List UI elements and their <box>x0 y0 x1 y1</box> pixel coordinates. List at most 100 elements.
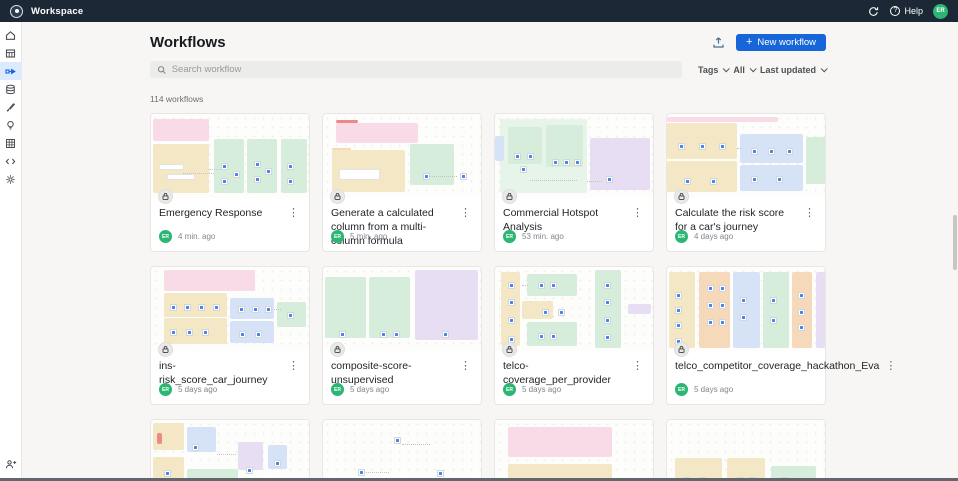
kebab-menu-icon[interactable]: ⋮ <box>885 360 897 372</box>
chevron-down-icon <box>749 65 757 73</box>
thumb-node <box>392 330 400 338</box>
thumb-node <box>674 292 682 300</box>
toolbar: Tags All Last updated <box>150 61 828 78</box>
sidebar-item-workflows[interactable] <box>0 62 22 80</box>
owner-avatar: ER <box>675 230 688 243</box>
sidebar-item-tools[interactable] <box>0 98 22 116</box>
thumb-node <box>750 148 758 156</box>
thumb-node <box>422 172 430 180</box>
table-icon <box>5 48 16 58</box>
thumb-block <box>739 134 803 163</box>
topbar: Workspace ? Help ER <box>0 0 958 22</box>
invite-user-button[interactable] <box>0 455 22 473</box>
sync-icon[interactable] <box>867 5 880 18</box>
thumb-block <box>237 441 264 471</box>
sidebar-item-apps[interactable] <box>0 134 22 152</box>
thumb-connector <box>529 179 578 181</box>
thumb-node <box>169 329 177 337</box>
kebab-menu-icon[interactable]: ⋮ <box>460 207 471 219</box>
workflow-card[interactable]: Generate a calculated column from a mult… <box>322 113 482 252</box>
lock-icon <box>158 189 173 204</box>
sidebar-item-admin[interactable] <box>0 170 22 188</box>
workflow-card[interactable]: Commercial Hotspot Analysis ⋮ ER 53 min.… <box>494 113 654 252</box>
sidebar-item-home[interactable] <box>0 26 22 44</box>
lock-icon <box>502 342 517 357</box>
page-header: Workflows + New workflow <box>150 34 826 51</box>
owner-avatar: ER <box>675 383 688 396</box>
kebab-menu-icon[interactable]: ⋮ <box>460 360 471 372</box>
add-user-icon <box>5 459 17 468</box>
workflow-card[interactable]: Calculate the risk score for a car's jou… <box>666 113 826 252</box>
thumb-block <box>280 139 308 193</box>
thumb-block <box>158 164 185 171</box>
kebab-menu-icon[interactable]: ⋮ <box>804 207 815 219</box>
thumb-node <box>185 329 193 337</box>
workflow-card[interactable]: telco_competitor_coverage_hackathon_Eva … <box>666 266 896 405</box>
workflow-thumbnail <box>323 267 481 351</box>
search-box[interactable] <box>150 61 682 78</box>
workflow-card[interactable]: ⋮ <box>150 419 310 481</box>
thumb-connector <box>365 472 390 474</box>
thumb-node <box>798 309 806 316</box>
thumb-connector <box>182 172 215 174</box>
workflow-card[interactable]: telco-coverage_per_provider ⋮ ER 5 days … <box>494 266 654 405</box>
last-modified-label: 5 days ago <box>522 385 562 394</box>
workflow-card[interactable]: ⋮ <box>494 419 654 481</box>
workflow-card[interactable]: ⋮ <box>666 419 826 481</box>
thumb-block <box>335 119 358 124</box>
thumb-block <box>627 303 652 315</box>
thumb-node <box>237 306 245 314</box>
thumb-node <box>558 309 566 316</box>
help-button[interactable]: ? Help <box>890 6 923 16</box>
thumb-node <box>719 319 727 327</box>
workflow-title: Generate a calculated column from a mult… <box>331 207 434 247</box>
last-modified-label: 5 days ago <box>350 385 390 394</box>
search-input[interactable] <box>171 64 675 75</box>
thumb-connector <box>217 453 237 455</box>
thumb-block <box>247 139 278 193</box>
thumb-connector <box>521 285 529 287</box>
kebab-menu-icon[interactable]: ⋮ <box>632 207 643 219</box>
thumb-node <box>379 330 387 338</box>
kebab-menu-icon[interactable]: ⋮ <box>288 360 299 372</box>
thumb-block <box>187 426 216 452</box>
sidebar-item-code[interactable] <box>0 152 22 170</box>
help-label: Help <box>904 6 923 16</box>
workflow-card[interactable]: ⋮ <box>322 419 482 481</box>
sidebar-item-database[interactable] <box>0 80 22 98</box>
workflow-card[interactable]: Emergency Response ⋮ ER 4 min. ago <box>150 113 310 252</box>
thumb-node <box>739 314 747 322</box>
kebab-menu-icon[interactable]: ⋮ <box>288 207 299 219</box>
thumb-block <box>507 127 543 165</box>
thumb-block <box>166 174 196 181</box>
thumb-node <box>750 176 758 184</box>
thumb-block <box>501 272 521 346</box>
thumb-block <box>667 117 778 122</box>
thumb-node <box>719 143 727 151</box>
sidebar-item-datasets[interactable] <box>0 44 22 62</box>
user-avatar[interactable]: ER <box>933 3 948 19</box>
workflow-grid: Emergency Response ⋮ ER 4 min. ago Gener… <box>150 113 958 481</box>
vertical-scrollbar[interactable] <box>953 215 957 270</box>
thumb-node <box>605 176 613 184</box>
workflow-card[interactable]: ins-risk_score_car_journey ⋮ ER 5 days a… <box>150 266 310 405</box>
thumb-node <box>719 285 727 293</box>
workflow-card[interactable]: composite-score-unsupervised ⋮ ER 5 days… <box>322 266 482 405</box>
thumb-block <box>727 457 765 481</box>
tags-filter-dropdown[interactable]: Tags <box>698 65 731 75</box>
owner-filter-dropdown[interactable]: All <box>733 65 757 75</box>
import-workflow-button[interactable] <box>711 35 727 51</box>
thumb-node <box>674 322 682 330</box>
last-modified-label: 4 days ago <box>694 232 734 241</box>
new-workflow-button[interactable]: + New workflow <box>735 34 826 51</box>
thumb-node <box>274 460 282 468</box>
lock-icon <box>158 342 173 357</box>
sidebar-item-insights[interactable] <box>0 116 22 134</box>
kebab-menu-icon[interactable]: ⋮ <box>632 360 643 372</box>
thumb-block <box>667 123 737 159</box>
sort-dropdown[interactable]: Last updated <box>760 65 828 75</box>
thumb-node <box>212 303 220 311</box>
thumb-node <box>198 303 206 311</box>
thumb-node <box>551 159 559 167</box>
thumb-node <box>768 148 776 156</box>
